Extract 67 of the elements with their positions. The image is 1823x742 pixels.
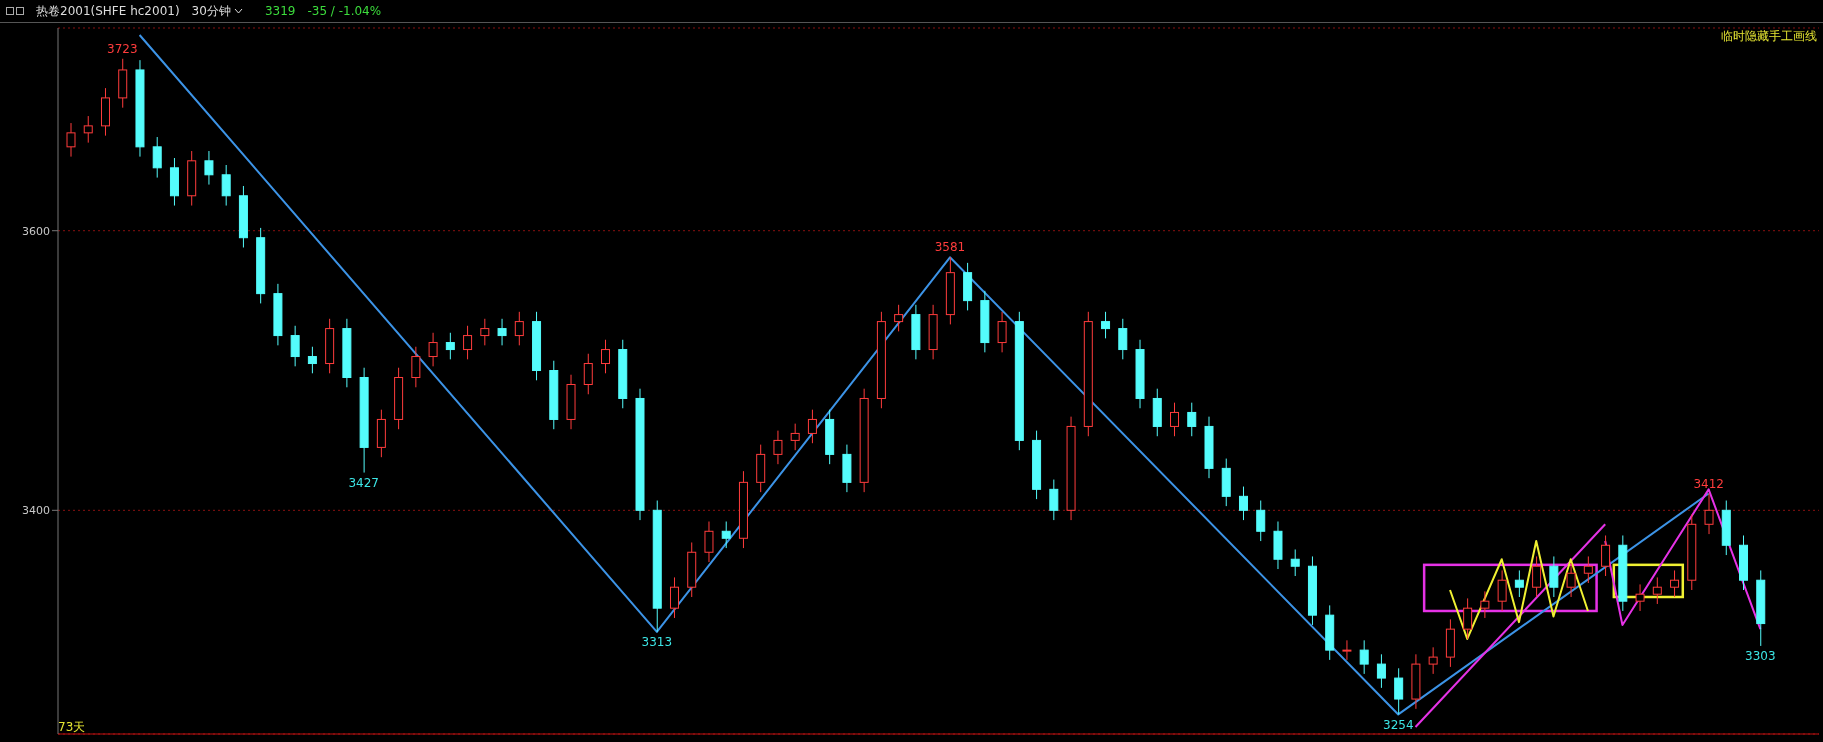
candlestick [1238, 486, 1248, 521]
y-tick-label: 3600 [22, 224, 50, 238]
candlestick [1049, 479, 1059, 521]
candlestick [221, 164, 231, 207]
annotation: 3723 [107, 41, 138, 56]
text: 3319 [264, 4, 296, 18]
line-series [1604, 488, 1762, 631]
candlestick [66, 122, 76, 158]
annotation: 3313 [641, 635, 673, 650]
candlestick [1566, 562, 1576, 598]
candlestick [601, 339, 611, 374]
candlestick [1514, 569, 1524, 598]
candlestick [721, 521, 731, 549]
candlestick [1256, 500, 1266, 542]
candlestick [83, 115, 93, 144]
annotation: 3303 [1745, 649, 1776, 664]
line-series [1449, 540, 1589, 640]
candlestick [1376, 653, 1386, 689]
candlestick [1583, 555, 1593, 584]
candlestick [1394, 667, 1404, 715]
candlestick [463, 325, 473, 360]
candlestick [1497, 569, 1507, 612]
candlestick [1187, 402, 1197, 437]
candlestick [445, 332, 455, 360]
candlestick [790, 423, 800, 451]
candlestick [1463, 597, 1473, 640]
candlestick [1635, 583, 1645, 612]
candlestick [480, 318, 490, 346]
candlestick [1601, 534, 1611, 577]
annotation: 3581 [934, 240, 966, 255]
candlestick [1101, 311, 1111, 339]
candlestick [290, 325, 300, 367]
candlestick [1670, 569, 1680, 598]
candlestick [1118, 318, 1128, 360]
annotation: 临时隐藏手工画线 [1721, 28, 1817, 45]
annotation: 3412 [1693, 476, 1724, 491]
candlestick [997, 311, 1007, 353]
candlestick [514, 311, 524, 346]
candlestick [894, 304, 904, 332]
candlestick [152, 136, 162, 179]
candlestick [1532, 555, 1542, 598]
candlestick [204, 150, 214, 186]
candlestick [1549, 555, 1559, 598]
candlestick [669, 576, 679, 619]
candlestick [773, 430, 783, 465]
candlestick [1428, 646, 1438, 675]
candlestick [807, 409, 817, 444]
candlestick [411, 346, 421, 388]
annotation: 3254 [1383, 717, 1414, 732]
candlestick [1342, 639, 1352, 661]
candlestick [1290, 548, 1300, 577]
candlestick [583, 353, 593, 395]
candlestick [497, 318, 507, 346]
candlestick [704, 521, 714, 563]
candlestick [307, 346, 317, 374]
chart-title: 热卷2001(SHFE hc2001) [36, 2, 180, 20]
text: -35 / -1.04% [307, 4, 382, 18]
annotation: 73天 [58, 719, 86, 736]
candlestick [1480, 590, 1490, 619]
chart-subtitle: 30分钟 [191, 2, 232, 20]
candlestick [1359, 639, 1369, 675]
y-tick-label: 3400 [22, 504, 50, 518]
candlestick [1652, 576, 1662, 605]
annotation: 3427 [348, 476, 380, 491]
candlestick [1704, 493, 1714, 535]
candlestick [1170, 402, 1180, 437]
candlestick [428, 332, 438, 367]
